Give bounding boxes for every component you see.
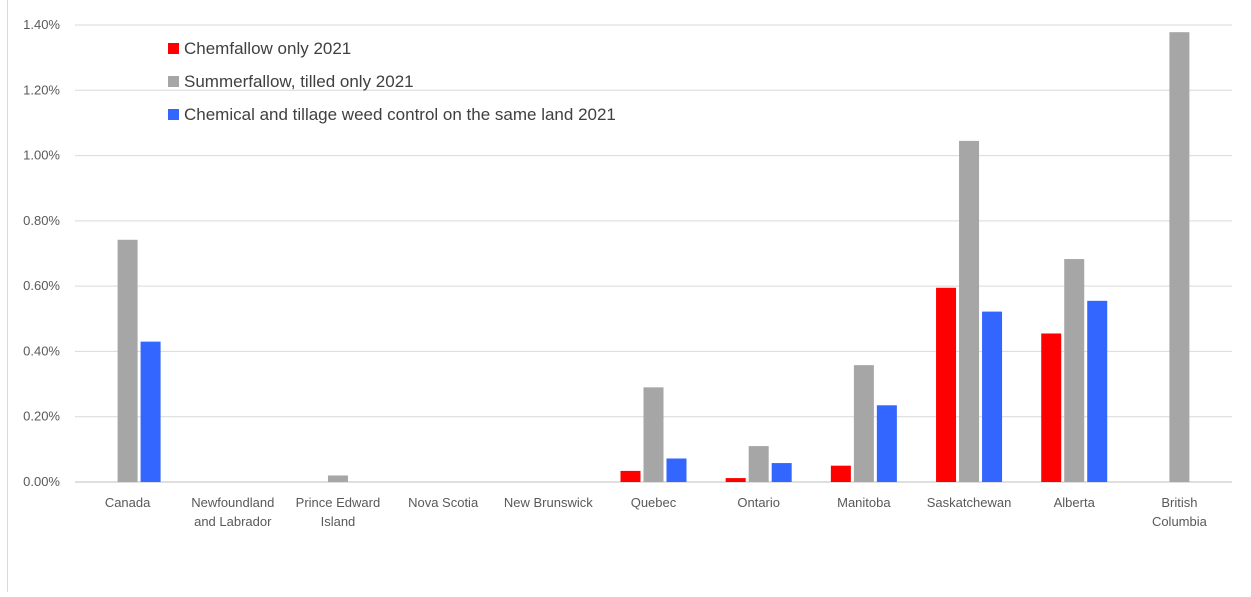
x-tick-label-line: Newfoundland [191, 495, 274, 510]
x-tick-label-line: Saskatchewan [927, 495, 1012, 510]
bar [876, 405, 897, 482]
x-tick-label-line: New Brunswick [504, 495, 593, 510]
x-tick-label-line: Alberta [1054, 495, 1096, 510]
x-axis: Canada Newfoundland and Labrador Prince Edw… [105, 495, 1208, 529]
bar [620, 470, 641, 482]
legend-label: Chemical and tillage weed control on the… [184, 105, 616, 124]
legend-label: Chemfallow only 2021 [184, 39, 351, 58]
x-tick-label: Manitoba [837, 495, 891, 510]
x-tick-label-line: Quebec [631, 495, 677, 510]
bar [1087, 300, 1108, 482]
y-axis: 0.00% 0.20% 0.40% 0.60% 0.80% 1.00% 1.20% 1.40% [23, 17, 60, 489]
y-tick-label: 0.40% [23, 343, 60, 358]
y-tick-label: 1.20% [23, 82, 60, 97]
bar [830, 465, 851, 482]
x-tick-label: Nova Scotia [408, 495, 479, 510]
bar [140, 341, 161, 482]
x-tick-label: Canada [105, 495, 151, 510]
bar [982, 311, 1003, 482]
x-tick-label-line: Island [321, 514, 356, 529]
y-tick-label: 0.20% [23, 409, 60, 424]
y-tick-label: 1.00% [23, 148, 60, 163]
legend-swatch [168, 76, 179, 87]
bar [327, 475, 348, 482]
y-tick-label: 0.80% [23, 213, 60, 228]
gridlines [75, 24, 1232, 483]
x-tick-label: Ontario [737, 495, 780, 510]
bar [643, 387, 664, 482]
x-tick-label: New Brunswick [504, 495, 593, 510]
x-tick-label: Alberta [1054, 495, 1096, 510]
x-tick-label: Newfoundland and Labrador [191, 495, 274, 529]
bar [771, 463, 792, 482]
bar [1169, 32, 1190, 482]
x-tick-label-line: Manitoba [837, 495, 891, 510]
x-tick-label-line: Nova Scotia [408, 495, 479, 510]
legend: Chemfallow only 2021 Summerfallow, tilled… [168, 39, 616, 124]
x-tick-label-line: British [1161, 495, 1197, 510]
x-tick-label: British Columbia [1152, 495, 1208, 529]
legend-swatch [168, 43, 179, 54]
bar [117, 239, 138, 482]
x-tick-label-line: and Labrador [194, 514, 272, 529]
bar [959, 140, 980, 482]
legend-label: Summerfallow, tilled only 2021 [184, 72, 414, 91]
chart-frame-edge [7, 0, 8, 592]
y-tick-label: 1.40% [23, 17, 60, 32]
bar [853, 365, 874, 482]
legend-swatch [168, 109, 179, 120]
x-tick-label: Saskatchewan [927, 495, 1012, 510]
bar [725, 478, 746, 482]
y-tick-label: 0.00% [23, 474, 60, 489]
x-tick-label-line: Ontario [737, 495, 780, 510]
x-tick-label-line: Columbia [1152, 514, 1208, 529]
bar [748, 446, 769, 482]
bars [117, 32, 1190, 482]
x-tick-label-line: Prince Edward [296, 495, 381, 510]
y-tick-label: 0.60% [23, 278, 60, 293]
bar [936, 287, 957, 482]
x-tick-label: Quebec [631, 495, 677, 510]
bar [1064, 259, 1085, 482]
x-tick-label-line: Canada [105, 495, 151, 510]
x-tick-label: Prince Edward Island [296, 495, 381, 529]
bar [666, 458, 687, 482]
bar [1041, 333, 1062, 482]
